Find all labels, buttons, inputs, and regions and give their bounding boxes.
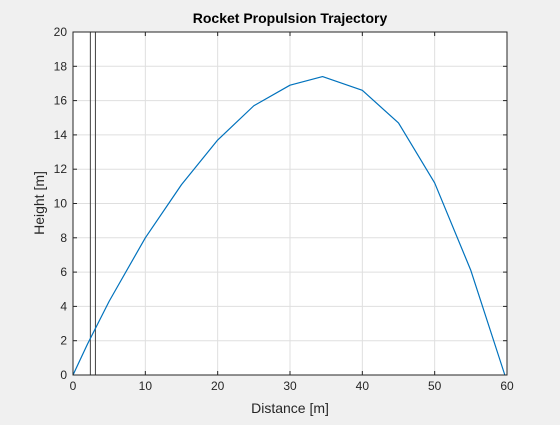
y-tick-label: 16 — [54, 94, 68, 108]
trajectory-line — [72, 75, 506, 376]
y-tick-label: 2 — [60, 334, 67, 348]
y-tick-label: 8 — [60, 231, 67, 245]
x-tick-label: 60 — [500, 379, 514, 393]
y-tick-label: 12 — [54, 162, 68, 176]
chart-title: Rocket Propulsion Trajectory — [193, 10, 388, 26]
ticks: 0 10 20 30 40 50 60 0 2 4 6 8 10 12 14 16 18 20 — [54, 25, 514, 393]
x-tick-label: 50 — [428, 379, 442, 393]
y-tick-label: 18 — [54, 59, 68, 73]
y-tick-label: 6 — [60, 265, 67, 279]
y-axis-label: Height [m] — [31, 171, 47, 235]
x-tick-label: 10 — [139, 379, 153, 393]
x-tick-label: 40 — [356, 379, 370, 393]
y-tick-label: 4 — [60, 299, 67, 313]
y-tick-label: 0 — [60, 368, 67, 382]
x-tick-label: 20 — [211, 379, 225, 393]
x-axis-label: Distance [m] — [251, 400, 329, 416]
y-tick-label: 20 — [54, 25, 68, 39]
series-layer — [72, 32, 506, 376]
y-tick-label: 14 — [54, 128, 68, 142]
x-tick-label: 0 — [70, 379, 77, 393]
x-tick-label: 30 — [283, 379, 297, 393]
y-tick-label: 10 — [54, 197, 68, 211]
